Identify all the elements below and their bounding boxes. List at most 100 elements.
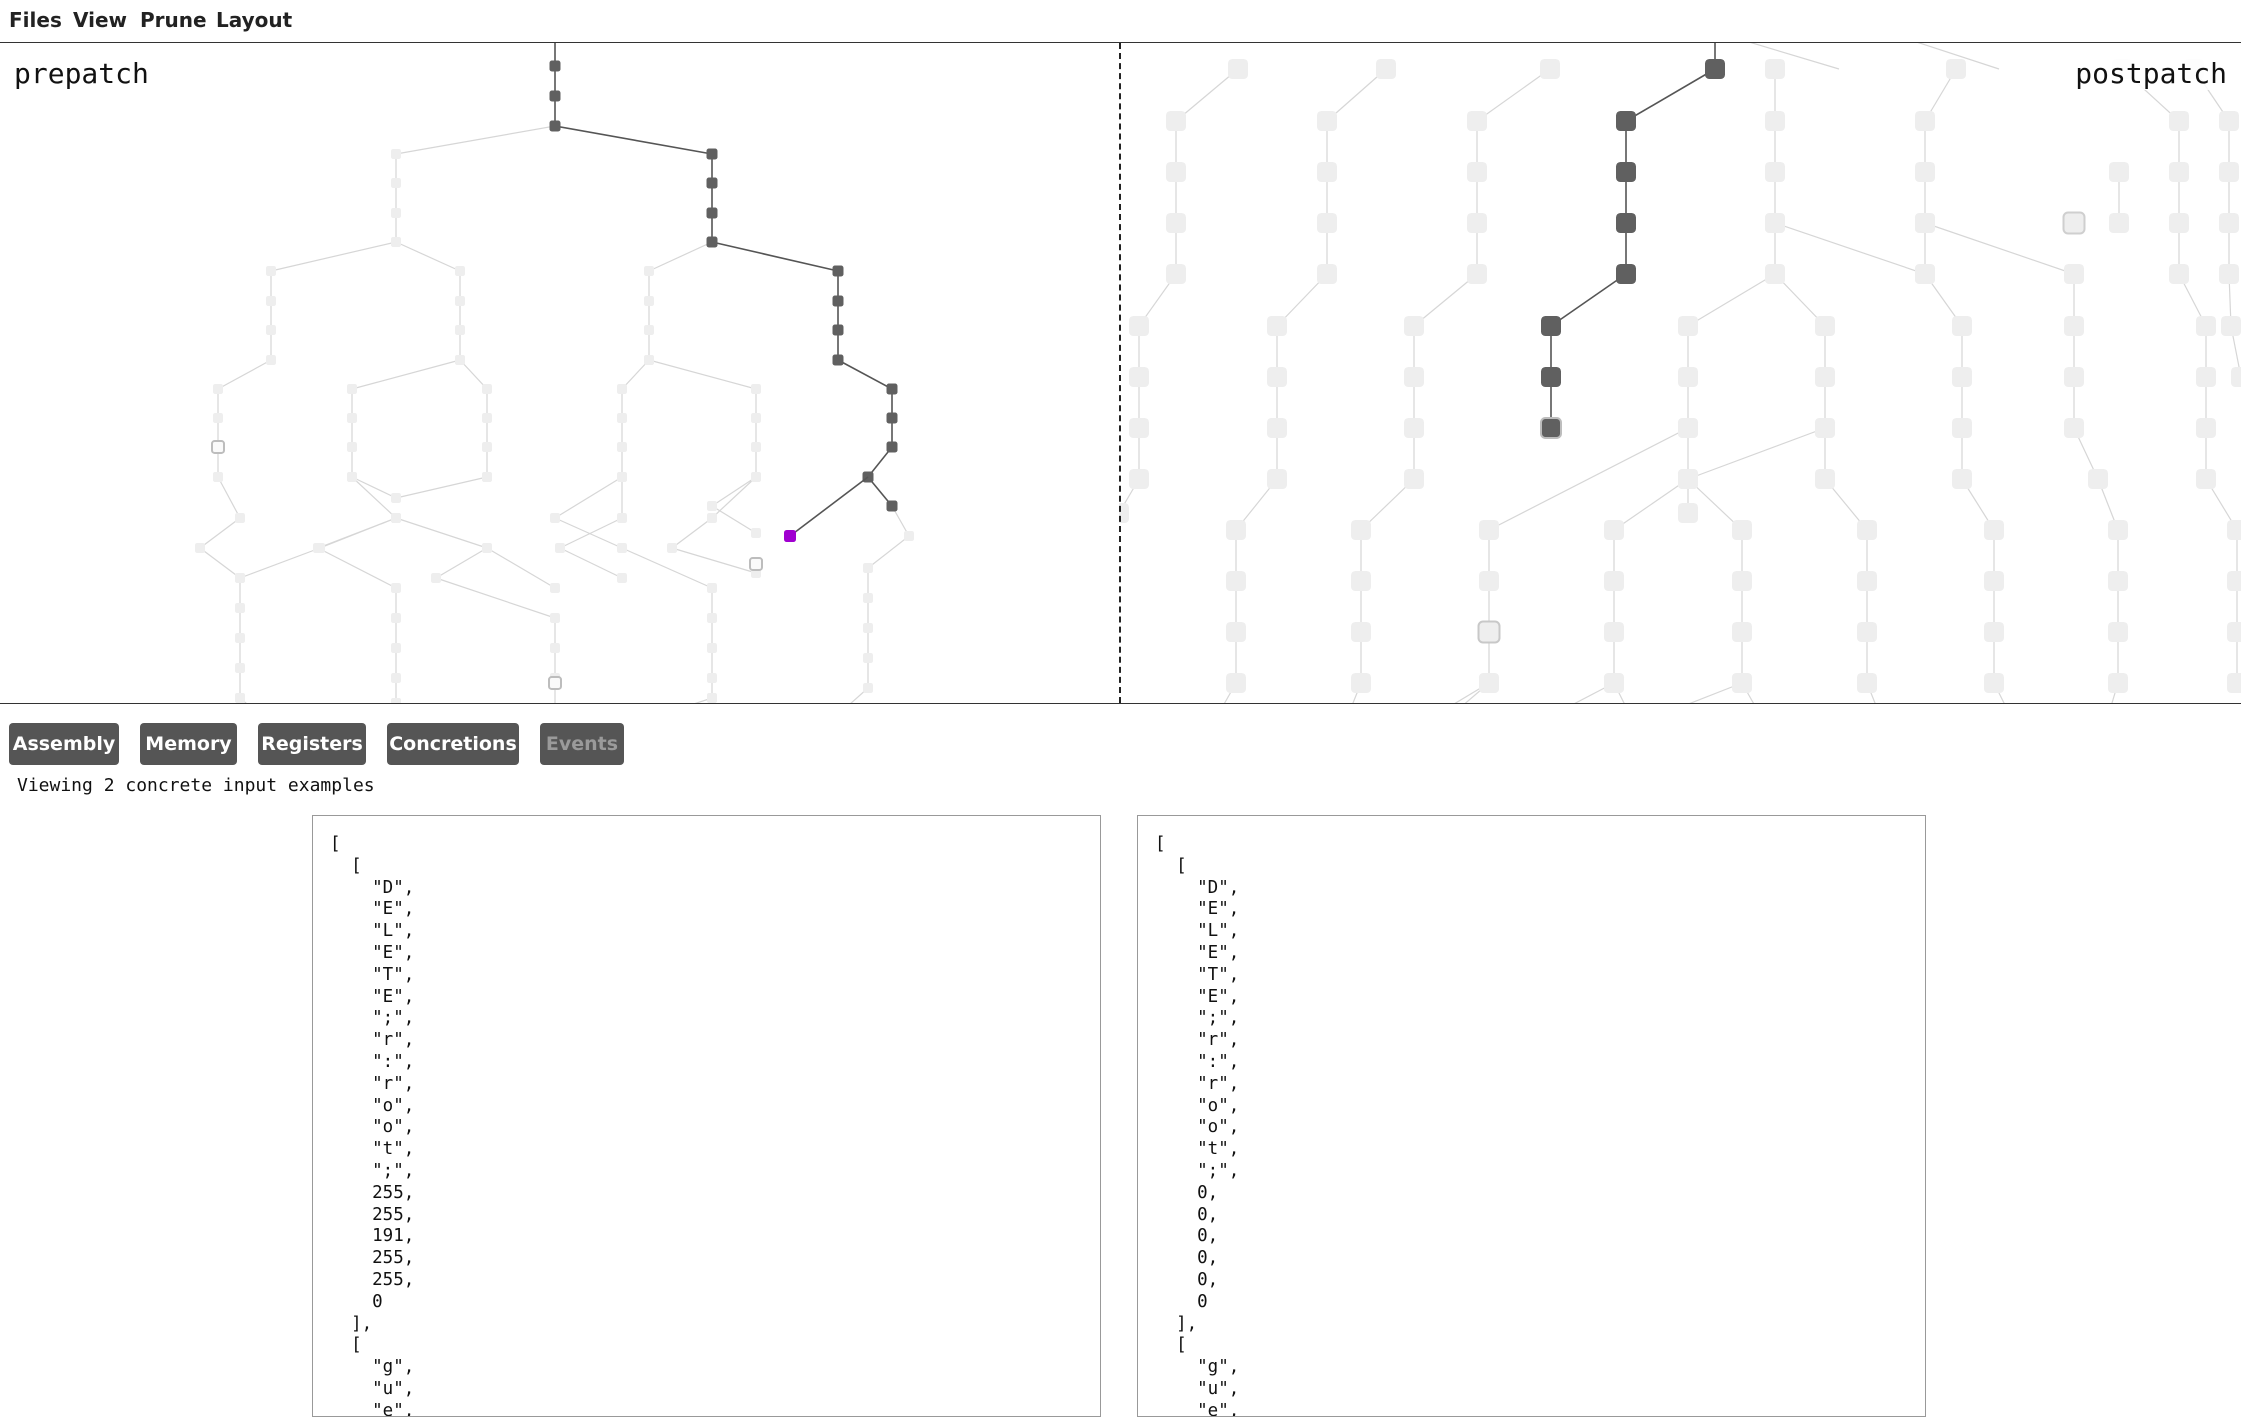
graph-node[interactable] (617, 413, 627, 423)
active-path-node[interactable] (706, 148, 718, 160)
graph-node[interactable] (1351, 622, 1371, 642)
graph-node[interactable] (644, 266, 654, 276)
graph-node[interactable] (1815, 367, 1835, 387)
active-path-node[interactable] (1616, 213, 1636, 233)
graph-node[interactable] (1351, 571, 1371, 591)
graph-node[interactable] (1267, 418, 1287, 438)
graph-node[interactable] (2231, 367, 2241, 387)
graph-node[interactable] (1765, 162, 1785, 182)
graph-node[interactable] (347, 442, 357, 452)
graph-node[interactable] (431, 573, 441, 583)
menu-view[interactable]: View (73, 8, 128, 32)
graph-node[interactable] (235, 573, 245, 583)
graph-node[interactable] (1226, 673, 1246, 693)
graph-node[interactable] (1467, 213, 1487, 233)
graph-node[interactable] (1952, 316, 1972, 336)
graph-node[interactable] (1678, 418, 1698, 438)
graph-node[interactable] (313, 543, 323, 553)
graph-node[interactable] (1376, 59, 1396, 79)
graph-node[interactable] (1857, 673, 1877, 693)
graph-node[interactable] (1952, 367, 1972, 387)
graph-node[interactable] (2109, 213, 2129, 233)
graph-node[interactable] (391, 698, 401, 703)
graph-node[interactable] (1857, 520, 1877, 540)
graph-node[interactable] (550, 513, 560, 523)
menu-prune[interactable]: Prune (140, 8, 207, 32)
graph-node[interactable] (555, 543, 565, 553)
active-path-node[interactable] (1540, 417, 1562, 439)
active-path-node[interactable] (832, 324, 844, 336)
graph-node[interactable] (707, 501, 717, 511)
graph-node[interactable] (2227, 520, 2241, 540)
graph-node[interactable] (751, 384, 761, 394)
graph-node[interactable] (1267, 367, 1287, 387)
graph-node[interactable] (1479, 673, 1499, 693)
graph-node[interactable] (751, 472, 761, 482)
active-path-node[interactable] (832, 295, 844, 307)
graph-node[interactable] (1317, 111, 1337, 131)
graph-node[interactable] (347, 413, 357, 423)
graph-node[interactable] (707, 513, 717, 523)
graph-node[interactable] (617, 384, 627, 394)
active-path-node[interactable] (549, 90, 561, 102)
graph-node[interactable] (2108, 571, 2128, 591)
graph-node[interactable] (2196, 367, 2216, 387)
graph-node[interactable] (617, 543, 627, 553)
graph-node[interactable] (1404, 469, 1424, 489)
active-path-node[interactable] (549, 60, 561, 72)
graph-node[interactable] (1604, 622, 1624, 642)
graph-node[interactable] (1166, 111, 1186, 131)
graph-node[interactable] (391, 493, 401, 503)
graph-node[interactable] (1479, 571, 1499, 591)
graph-node[interactable] (2219, 111, 2239, 131)
graph-node[interactable] (2064, 367, 2084, 387)
graph-node[interactable] (2169, 213, 2189, 233)
graph-node[interactable] (482, 413, 492, 423)
graph-node[interactable] (2064, 264, 2084, 284)
active-path-node[interactable] (706, 177, 718, 189)
graph-node[interactable] (1467, 264, 1487, 284)
graph-node[interactable] (235, 603, 245, 613)
graph-node[interactable] (863, 653, 873, 663)
graph-node[interactable] (1857, 622, 1877, 642)
graph-node[interactable] (235, 513, 245, 523)
graph-node[interactable] (2169, 264, 2189, 284)
graph-node[interactable] (1984, 622, 2004, 642)
prepatch-concretion-panel[interactable]: [ [ "D", "E", "L", "E", "T", "E", ";", "… (312, 815, 1101, 1417)
graph-node[interactable] (1984, 571, 2004, 591)
graph-node[interactable] (455, 355, 465, 365)
graph-node[interactable] (707, 643, 717, 653)
graph-node[interactable] (751, 442, 761, 452)
graph-node[interactable] (2109, 162, 2129, 182)
graph-node[interactable] (213, 472, 223, 482)
terminal-node[interactable] (2062, 211, 2086, 235)
graph-node[interactable] (1678, 503, 1698, 523)
tab-concretions[interactable]: Concretions (387, 723, 519, 765)
graph-node[interactable] (707, 613, 717, 623)
graph-node[interactable] (751, 413, 761, 423)
active-path-node[interactable] (1541, 316, 1561, 336)
graph-node[interactable] (550, 583, 560, 593)
graph-node[interactable] (2196, 316, 2216, 336)
graph-node[interactable] (391, 613, 401, 623)
graph-node[interactable] (1317, 264, 1337, 284)
graph-node[interactable] (1129, 316, 1149, 336)
graph-node[interactable] (266, 266, 276, 276)
graph-node[interactable] (1732, 673, 1752, 693)
tab-registers[interactable]: Registers (258, 723, 366, 765)
active-path-node[interactable] (1616, 111, 1636, 131)
graph-node[interactable] (391, 149, 401, 159)
graph-node[interactable] (482, 543, 492, 553)
graph-node[interactable] (2169, 162, 2189, 182)
graph-node[interactable] (2169, 111, 2189, 131)
graph-node[interactable] (1915, 111, 1935, 131)
graph-node[interactable] (391, 643, 401, 653)
graph-node[interactable] (1129, 418, 1149, 438)
terminal-node[interactable] (749, 557, 763, 571)
graph-node[interactable] (863, 563, 873, 573)
graph-node[interactable] (1479, 520, 1499, 540)
graph-node[interactable] (617, 573, 627, 583)
active-path-node[interactable] (886, 412, 898, 424)
graph-node[interactable] (482, 472, 492, 482)
graph-node[interactable] (391, 583, 401, 593)
